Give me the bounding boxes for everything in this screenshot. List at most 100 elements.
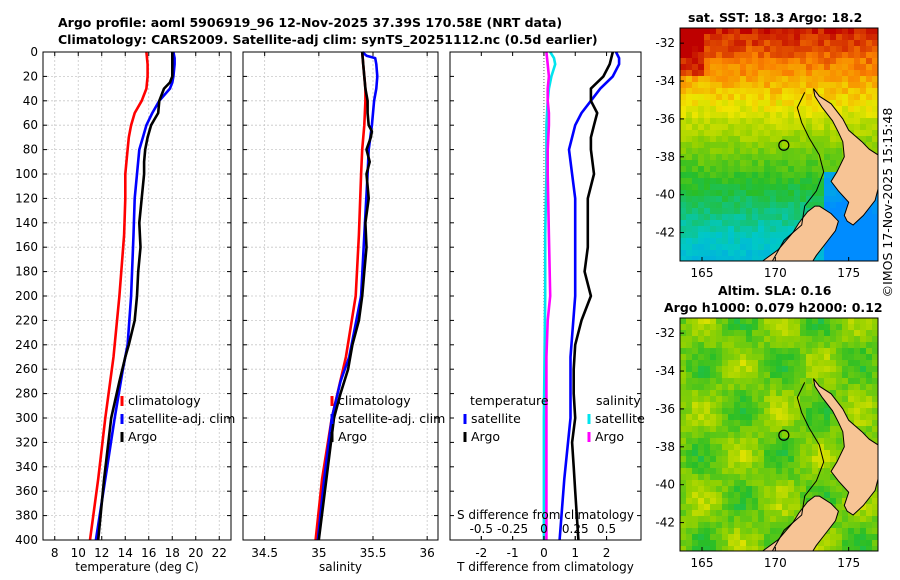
map-cell: [830, 172, 836, 178]
map-cell: [776, 40, 782, 46]
map-cell: [782, 208, 788, 214]
map-cell: [872, 28, 878, 34]
map-cell: [716, 52, 722, 58]
map-cell: [866, 348, 872, 354]
map-cell: [686, 250, 692, 256]
map-cell: [680, 540, 686, 546]
map-cell: [824, 378, 830, 384]
map-cell: [800, 118, 806, 124]
map-cell: [770, 378, 776, 384]
map-cell: [734, 256, 740, 261]
map-cell: [728, 124, 734, 130]
map-cell: [806, 136, 812, 142]
map-cell: [728, 348, 734, 354]
map-cell: [698, 546, 704, 551]
map-cell: [692, 142, 698, 148]
map-cell: [704, 58, 710, 64]
map-cell: [872, 112, 878, 118]
map-cell: [728, 528, 734, 534]
x-axis-label: salinity: [319, 560, 362, 574]
map-cell: [872, 354, 878, 360]
map-cell: [758, 88, 764, 94]
map-cell: [800, 130, 806, 136]
map-x-tick-label: 170: [764, 266, 787, 280]
map-cell: [842, 202, 848, 208]
map-cell: [752, 408, 758, 414]
map-cell: [794, 372, 800, 378]
map-cell: [758, 184, 764, 190]
map-cell: [710, 94, 716, 100]
map-cell: [794, 318, 800, 324]
map-cell: [764, 384, 770, 390]
x-tick-label: 2: [603, 546, 611, 560]
map-cell: [824, 492, 830, 498]
map-cell: [788, 474, 794, 480]
map-cell: [716, 34, 722, 40]
map-cell: [716, 414, 722, 420]
map-cell: [692, 366, 698, 372]
map-cell: [824, 118, 830, 124]
map-cell: [698, 46, 704, 52]
map-cell: [704, 28, 710, 34]
map-cell: [686, 330, 692, 336]
map-cell: [824, 160, 830, 166]
map-cell: [842, 208, 848, 214]
map-cell: [734, 214, 740, 220]
map-cell: [782, 384, 788, 390]
map-cell: [854, 378, 860, 384]
map-cell: [698, 318, 704, 324]
map-cell: [692, 354, 698, 360]
map-cell: [734, 486, 740, 492]
map-cell: [758, 450, 764, 456]
map-cell: [872, 408, 878, 414]
map-cell: [782, 408, 788, 414]
map-cell: [698, 426, 704, 432]
map-cell: [716, 318, 722, 324]
map-cell: [692, 172, 698, 178]
map-cell: [734, 318, 740, 324]
map-cell: [842, 28, 848, 34]
map-cell: [686, 354, 692, 360]
map-cell: [770, 178, 776, 184]
map-cell: [740, 148, 746, 154]
map-cell: [722, 58, 728, 64]
map-cell: [770, 456, 776, 462]
map-cell: [788, 402, 794, 408]
map-cell: [794, 396, 800, 402]
map-cell: [686, 498, 692, 504]
map-cell: [818, 492, 824, 498]
map-cell: [818, 462, 824, 468]
map-cell: [872, 372, 878, 378]
map-cell: [704, 498, 710, 504]
map-cell: [692, 238, 698, 244]
map-cell: [728, 480, 734, 486]
map-cell: [860, 70, 866, 76]
map-cell: [728, 154, 734, 160]
map-cell: [830, 244, 836, 250]
map-cell: [758, 178, 764, 184]
map-cell: [752, 318, 758, 324]
map-cell: [848, 396, 854, 402]
map-cell: [716, 166, 722, 172]
map-cell: [806, 130, 812, 136]
map-cell: [764, 408, 770, 414]
map-cell: [686, 88, 692, 94]
map-cell: [680, 88, 686, 94]
map-cell: [680, 58, 686, 64]
map-cell: [746, 318, 752, 324]
map-cell: [800, 208, 806, 214]
map-cell: [842, 342, 848, 348]
map-cell: [812, 324, 818, 330]
map-cell: [824, 34, 830, 40]
map-cell: [770, 232, 776, 238]
map-cell: [800, 106, 806, 112]
map-cell: [848, 546, 854, 551]
map-cell: [740, 486, 746, 492]
map-cell: [764, 420, 770, 426]
map-cell: [860, 360, 866, 366]
map-cell: [698, 438, 704, 444]
map-cell: [764, 76, 770, 82]
map-cell: [848, 250, 854, 256]
map-cell: [824, 178, 830, 184]
map-cell: [824, 70, 830, 76]
